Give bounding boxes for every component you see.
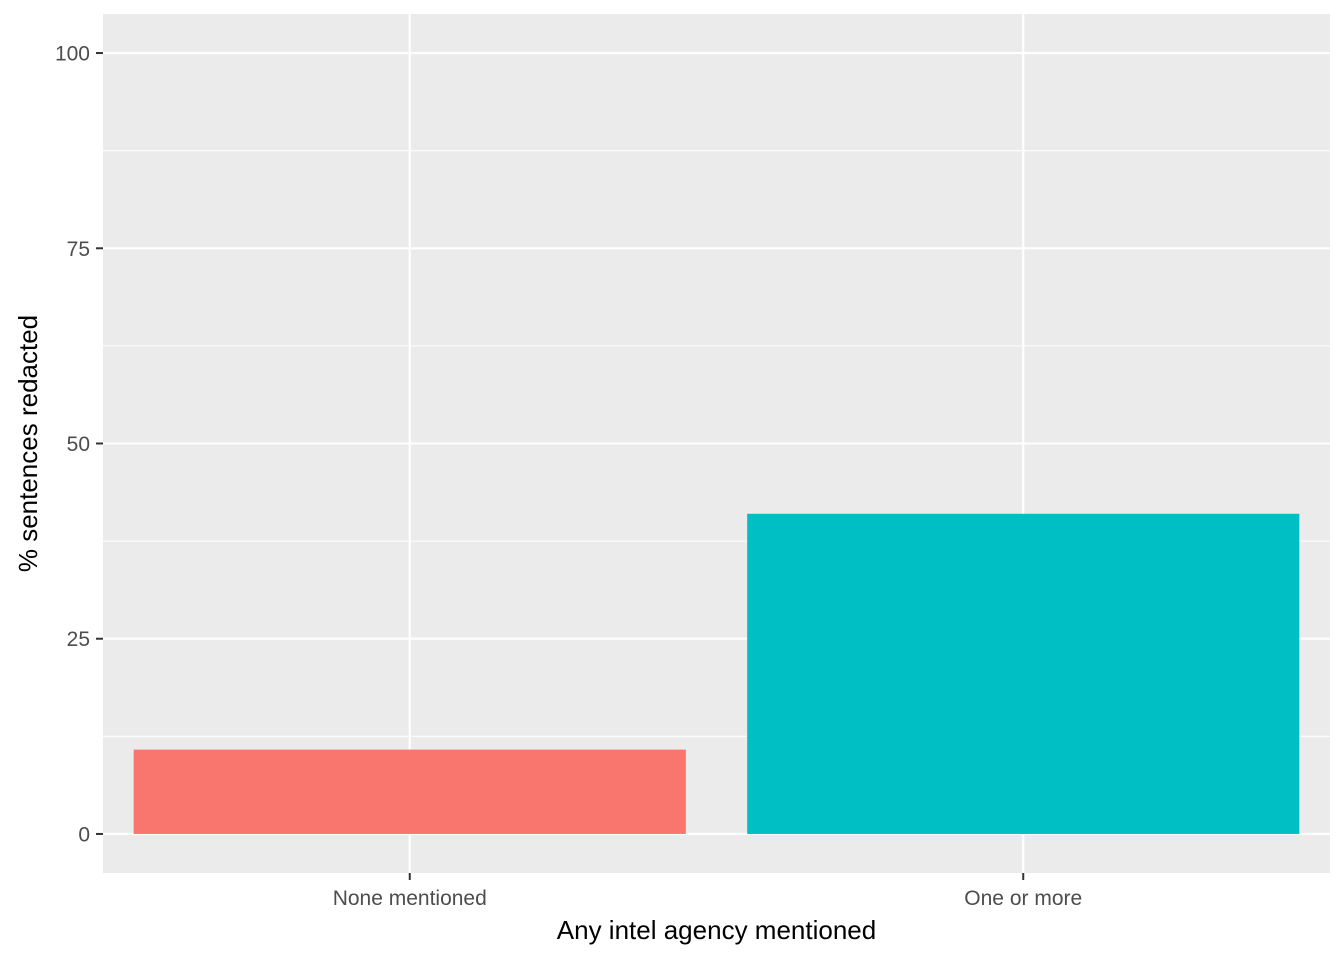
- bars: [133, 513, 1300, 834]
- y-tick-label: 75: [67, 238, 90, 261]
- bar-one-or-more: [747, 513, 1300, 834]
- y-tick-label: 100: [55, 43, 90, 66]
- y-axis-title: % sentences redacted: [13, 315, 43, 572]
- y-tick-label: 50: [67, 433, 90, 456]
- x-axis-title: Any intel agency mentioned: [557, 915, 876, 945]
- y-tick-label: 25: [67, 628, 90, 651]
- x-tick-label: None mentioned: [333, 887, 487, 910]
- x-tick-label: One or more: [964, 887, 1082, 910]
- x-axis: None mentioned One or more: [333, 873, 1082, 910]
- y-axis: 0 25 50 75 100: [55, 43, 103, 846]
- y-tick-label: 0: [78, 823, 90, 846]
- bar-none-mentioned: [133, 749, 686, 834]
